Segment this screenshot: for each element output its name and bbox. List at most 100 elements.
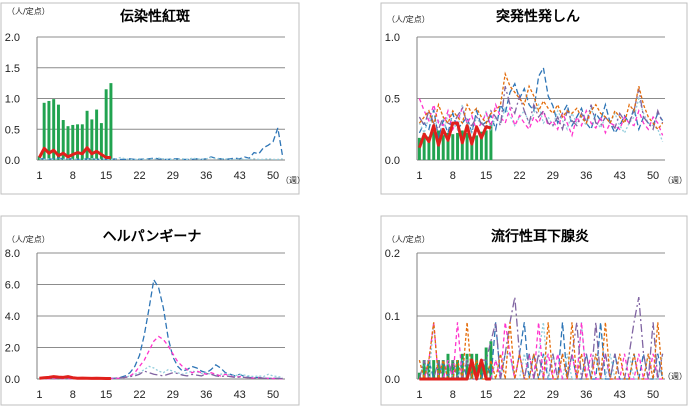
- x-tick-label: 15: [480, 170, 492, 182]
- y-tick-label: 2.0: [5, 343, 20, 355]
- plot-area: 0.0 0.5 1.0 1.5 2.0 1 8 15 22 29 36 43 50: [5, 32, 285, 182]
- bar: [451, 134, 455, 160]
- bar: [42, 102, 46, 160]
- x-tick-label: 50: [267, 389, 279, 401]
- past-series-line: [418, 322, 664, 380]
- x-tick-label: 43: [234, 389, 246, 401]
- bar: [37, 156, 41, 160]
- bar: [470, 136, 474, 160]
- current-series-line: [419, 358, 491, 381]
- bar: [52, 99, 56, 160]
- plot-area: 0.0 0.1 0.2 1 8 15 22 29 36 43 50: [385, 248, 665, 401]
- past-series-line: [418, 322, 664, 380]
- x-tick-label: 22: [513, 170, 525, 182]
- bar: [85, 110, 89, 160]
- x-tick-label: 15: [100, 389, 112, 401]
- x-tick-label: 29: [167, 389, 179, 401]
- x-tick-label: 36: [580, 170, 592, 182]
- bar: [61, 120, 65, 160]
- chart-panel-突発性発しん: 突発性発しん （人/定点） （週） 0.0 0.5 1.0 1 8 15 22 29 36 43 5…: [380, 2, 688, 195]
- y-tick-label: 0.0: [5, 374, 20, 386]
- bar: [460, 130, 464, 160]
- x-tick-label: 29: [547, 170, 559, 182]
- x-tick-label: 22: [133, 389, 145, 401]
- plot-area: 0.0 0.5 1.0 1 8 15 22 29 36 43 50: [385, 32, 665, 182]
- bar: [484, 347, 488, 379]
- bar: [465, 132, 469, 160]
- x-tick-label: 43: [614, 389, 626, 401]
- bar: [436, 360, 440, 379]
- chart-title: ヘルパンギーナ: [103, 228, 202, 245]
- y-tick-label: 1.0: [385, 32, 400, 44]
- bar: [465, 353, 469, 379]
- bar: [489, 341, 493, 379]
- x-tick-label: 50: [267, 170, 279, 182]
- past-series-line: [419, 322, 663, 380]
- x-tick-label: 36: [200, 389, 212, 401]
- bar: [56, 104, 60, 160]
- bar: [456, 132, 460, 160]
- x-tick-label: 1: [36, 389, 42, 401]
- x-tick-label: 36: [200, 170, 212, 182]
- bar: [484, 130, 488, 160]
- y-unit-label: （人/定点）: [7, 234, 50, 244]
- y-tick-label: 1.0: [5, 94, 20, 106]
- past-series-line: [39, 335, 283, 380]
- chart-title: 伝染性紅斑: [120, 8, 190, 25]
- bar: [427, 136, 431, 160]
- past-series-line: [418, 96, 664, 142]
- y-unit-label: （人/定点）: [387, 14, 430, 24]
- chart-panel-ヘルパンギーナ: ヘルパンギーナ （人/定点） 0.0 2.0 4.0 6.0 8.0 1 8 15 22 29 36…: [0, 215, 300, 406]
- bar: [417, 137, 421, 160]
- x-tick-label: 22: [513, 389, 525, 401]
- bar: [109, 83, 113, 160]
- past-series-line: [418, 86, 664, 132]
- y-tick-label: 0.5: [385, 94, 400, 106]
- bar: [80, 124, 84, 160]
- current-series-line: [39, 375, 111, 380]
- bar: [422, 132, 426, 160]
- x-tick-label: 1: [36, 170, 42, 182]
- x-unit-label: （週）: [663, 176, 687, 185]
- y-tick-label: 1.5: [5, 63, 20, 75]
- x-tick-label: 15: [100, 170, 112, 182]
- bar: [479, 131, 483, 160]
- bar: [489, 123, 493, 160]
- x-unit-label: （週）: [281, 176, 305, 185]
- current-series-line: [38, 146, 111, 159]
- bar: [90, 119, 94, 160]
- x-tick-label: 29: [547, 389, 559, 401]
- y-unit-label: （人/定点）: [387, 234, 430, 244]
- x-tick-label: 8: [70, 389, 76, 401]
- x-tick-label: 43: [234, 170, 246, 182]
- y-tick-label: 0.2: [385, 248, 400, 260]
- chart-panel-流行性耳下腺炎: 流行性耳下腺炎 （人/定点） （週） 0.0 0.1 0.2 1 8 15 22 29 36 43…: [380, 215, 688, 406]
- bar: [441, 130, 445, 160]
- past-series-line: [39, 370, 283, 380]
- y-tick-label: 2.0: [5, 32, 20, 44]
- x-tick-label: 15: [480, 389, 492, 401]
- current-series-line: [417, 121, 492, 149]
- bar: [475, 353, 479, 379]
- bar: [451, 360, 455, 379]
- y-tick-label: 8.0: [5, 248, 20, 260]
- y-tick-label: 0.0: [5, 155, 20, 167]
- y-tick-label: 0.0: [385, 155, 400, 167]
- chart-title: 流行性耳下腺炎: [491, 228, 589, 245]
- bar: [460, 353, 464, 379]
- x-tick-label: 8: [450, 389, 456, 401]
- y-unit-label: （人/定点）: [7, 6, 50, 16]
- bar: [427, 360, 431, 379]
- bar: [47, 100, 51, 160]
- past-series-line: [418, 98, 664, 138]
- bar: [66, 126, 70, 160]
- y-tick-label: 4.0: [5, 311, 20, 323]
- bar: [99, 123, 103, 160]
- x-tick-label: 1: [416, 170, 422, 182]
- past-series-line: [39, 156, 283, 161]
- x-tick-label: 1: [416, 389, 422, 401]
- bar: [446, 132, 450, 160]
- bar: [71, 124, 75, 160]
- x-tick-label: 29: [167, 170, 179, 182]
